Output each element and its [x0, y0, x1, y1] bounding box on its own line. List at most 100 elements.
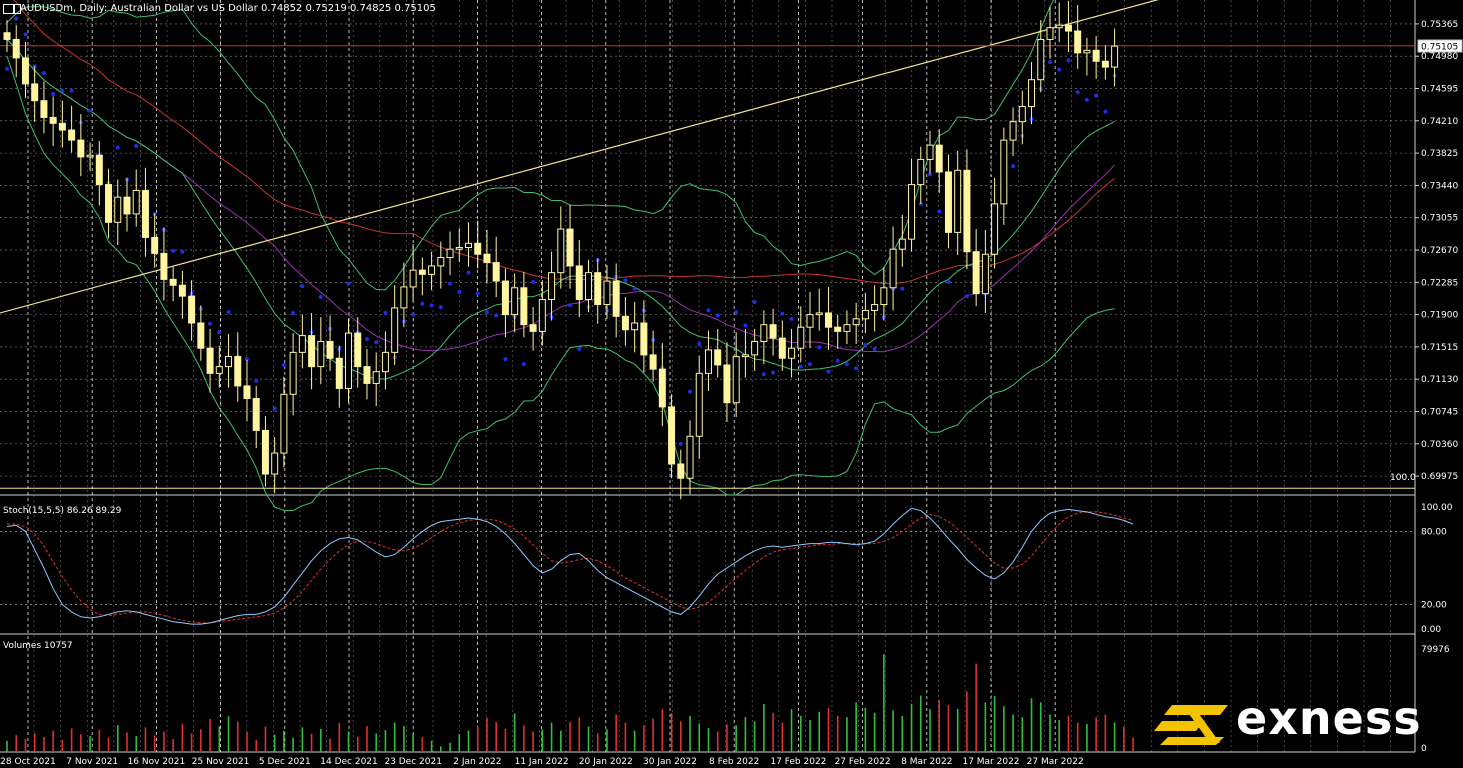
indicator-lines [0, 0, 1415, 512]
x-tick-label: 27 Feb 2022 [835, 757, 891, 767]
sar-dot [817, 345, 822, 350]
pane-frames [0, 0, 1416, 753]
sar-dot [466, 270, 471, 275]
x-tick-label: 20 Jan 2022 [579, 757, 633, 767]
x-tick-label: 25 Nov 2021 [192, 757, 250, 767]
sar-dot [928, 172, 932, 177]
candle-body [668, 406, 676, 465]
candle-body [898, 238, 906, 250]
candle-body [584, 272, 592, 301]
sar-dot [1103, 109, 1108, 114]
sar-dot [937, 209, 942, 214]
candle-body [852, 318, 860, 326]
candle-body [474, 242, 482, 255]
sar-dot [872, 347, 877, 352]
candle-body [778, 337, 786, 359]
candle-body [760, 324, 768, 342]
candle-body [501, 280, 509, 316]
sar-dot [743, 323, 748, 328]
sar-dot [577, 347, 582, 352]
window-tile-icon[interactable] [14, 4, 21, 14]
sar-dot [623, 278, 628, 283]
grid-lines [0, 0, 1415, 752]
x-tick-label: 11 Jan 2022 [515, 757, 569, 767]
sar-dot [1084, 97, 1089, 102]
candle-body [49, 116, 57, 124]
candle-body [21, 57, 29, 85]
candle-body [603, 280, 611, 306]
candle-body [169, 278, 177, 286]
x-tick-label: 28 Oct 2021 [0, 757, 56, 767]
sar-dot [678, 441, 683, 446]
candle-body [363, 366, 371, 384]
sar-dot [521, 362, 526, 367]
y-tick-label: 0.74980 [1421, 52, 1458, 62]
sar-dot [1094, 93, 1099, 98]
sar-dot [632, 286, 637, 291]
sar-dot [715, 313, 720, 318]
candle-body [732, 356, 740, 404]
sar-dot [1047, 60, 1052, 65]
y-tick-label: 0.73055 [1421, 214, 1458, 224]
sar-dot [697, 341, 702, 346]
candle-body [640, 322, 648, 356]
candle-body [289, 351, 297, 395]
candle-body [132, 189, 140, 215]
sar-dot [217, 330, 222, 335]
candle-body [215, 366, 223, 374]
sar-dot [494, 313, 499, 318]
window-icon[interactable] [3, 4, 14, 14]
candle-body [520, 287, 528, 326]
candle-body [345, 332, 353, 389]
candle-body [252, 398, 260, 431]
sar-dot [789, 316, 794, 321]
candle-body [972, 251, 980, 295]
candle-body [824, 312, 832, 328]
axis-labels: 0.75365 0.74980 0.74595 0.74210 0.73825 0.734… [0, 20, 1458, 767]
candle-body [40, 100, 48, 118]
sar-dot [844, 362, 849, 367]
candle-body [889, 248, 897, 289]
candle-body [455, 247, 463, 250]
candle-body [105, 184, 113, 223]
sar-dot [420, 301, 425, 306]
x-tick-label: 27 Mar 2022 [1027, 757, 1084, 767]
sar-dot [688, 389, 693, 394]
sar-dot [448, 281, 453, 286]
sar-dot [1066, 58, 1071, 63]
volume-tick-label: 0 [1421, 744, 1427, 754]
candle-body [298, 335, 306, 353]
stoch-tick-label: 20.00 [1421, 601, 1447, 611]
sar-dot [900, 286, 905, 291]
candle-body [741, 354, 749, 358]
candle-body [151, 236, 159, 254]
sar-dot [798, 364, 803, 369]
candle-body [751, 340, 759, 356]
candle-body [160, 252, 168, 280]
chart-header-title: AUDUSDm, Daily: Australian Dollar vs US … [20, 3, 436, 14]
candle-body [206, 347, 214, 374]
candle-body [400, 286, 408, 309]
candle-body [409, 269, 417, 288]
stoch-tick-label: 0.00 [1421, 625, 1441, 635]
candle-body [769, 324, 777, 339]
candle-body [677, 463, 685, 479]
candle-body [123, 196, 131, 215]
candle-body [714, 349, 722, 366]
candle-body [566, 228, 574, 267]
level-100-label: 100.0 [1390, 473, 1416, 483]
candlesticks [3, 0, 1119, 500]
y-tick-label: 0.72670 [1421, 246, 1458, 256]
sar-dot [14, 16, 19, 21]
candle-body [141, 189, 149, 238]
sar-dot [346, 281, 351, 286]
y-tick-label: 0.73825 [1421, 149, 1458, 159]
candle-body [188, 295, 196, 324]
sar-dot [964, 294, 969, 299]
candle-body [1111, 45, 1119, 68]
stoch-tick-label: 80.00 [1421, 527, 1447, 537]
candle-body [114, 196, 122, 223]
candle-body [704, 349, 712, 374]
sar-dot [272, 406, 277, 411]
sar-dot [438, 305, 443, 310]
